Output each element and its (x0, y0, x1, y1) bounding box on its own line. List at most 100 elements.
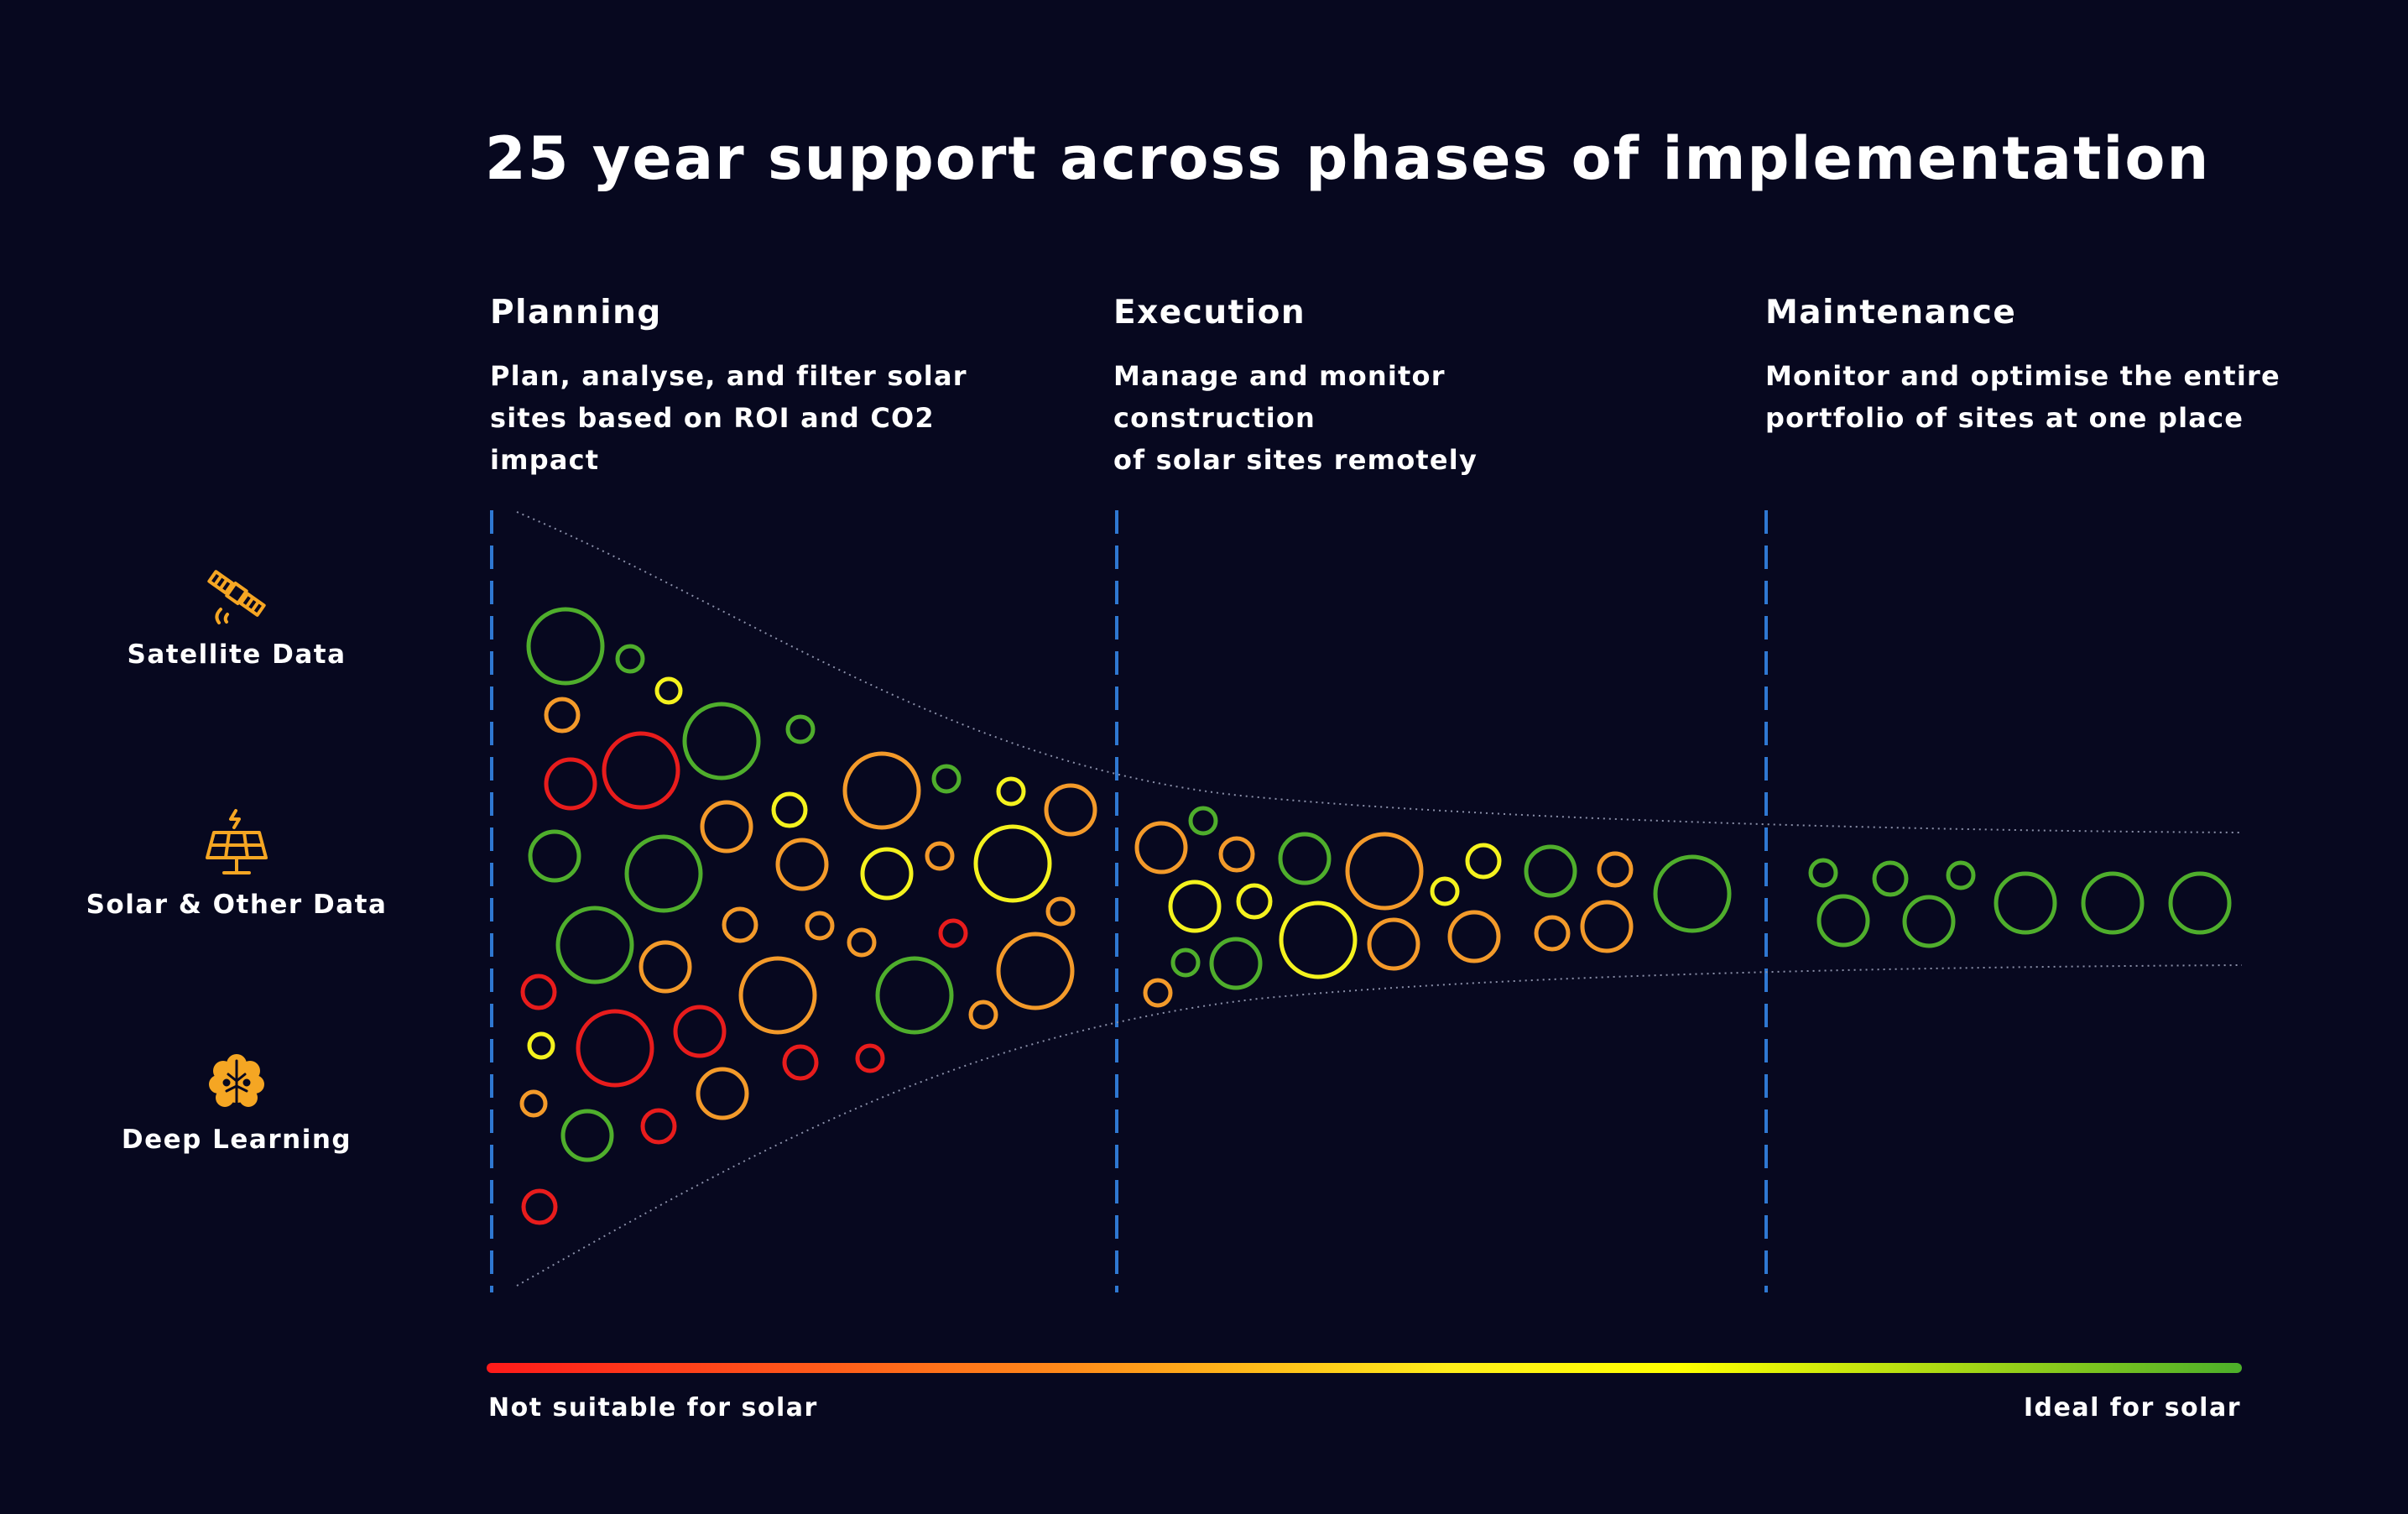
site-circle (1209, 937, 1263, 990)
phase-description-line: of solar sites remotely (1113, 444, 1478, 476)
site-circle (1902, 895, 1956, 948)
site-circle (615, 644, 645, 674)
page-title: 25 year support across phases of impleme… (485, 124, 2211, 193)
scale-label-ideal: Ideal for solar (2023, 1393, 2241, 1423)
phase-description-line: sites based on ROI and CO2 impact (490, 402, 935, 476)
site-circle (1188, 806, 1218, 836)
site-circle (2168, 871, 2232, 935)
site-circle (527, 1031, 555, 1060)
site-circle (1447, 910, 1501, 963)
site-circle (1994, 871, 2057, 935)
site-circle (996, 776, 1026, 807)
site-circle (654, 676, 683, 705)
brain-icon (209, 1054, 264, 1107)
site-circle (682, 702, 761, 780)
site-circle (1045, 896, 1076, 927)
site-circle (576, 1009, 654, 1088)
site-circle (2081, 871, 2145, 935)
site-circle (785, 714, 816, 744)
site-circle (1143, 978, 1173, 1008)
phase-title: Execution (1113, 294, 1306, 332)
site-circle (1170, 948, 1201, 978)
site-circle (722, 906, 758, 943)
site-circle (526, 607, 605, 686)
site-circle (842, 751, 921, 830)
scale-label-not-suitable: Not suitable for solar (488, 1393, 818, 1423)
site-circle (1278, 832, 1332, 885)
site-circle (544, 697, 581, 734)
site-circle (700, 800, 753, 854)
source-deep-learning: Deep Learning (84, 1052, 389, 1155)
site-circle (640, 1108, 677, 1145)
site-circle (771, 791, 808, 828)
site-circle (673, 1005, 727, 1058)
site-circle (973, 824, 1052, 903)
site-circle (855, 1043, 885, 1073)
site-circle (1168, 880, 1222, 933)
phase-description: Plan, analyse, and filter solar sites ba… (490, 355, 1027, 481)
site-circle (624, 834, 703, 913)
phase-execution: Execution Manage and monitor constructio… (1113, 294, 1650, 481)
source-solar: Solar & Other Data (84, 807, 389, 920)
phase-description-line: Monitor and optimise the entire (1765, 360, 2280, 392)
site-circle (805, 911, 835, 941)
site-circle (1872, 860, 1909, 897)
funnel-outline-bottom (516, 964, 2243, 1287)
phase-description-line: portfolio of sites at one place (1765, 402, 2244, 434)
phase-description-line: Plan, analyse, and filter solar (490, 360, 967, 392)
satellite-icon (207, 570, 266, 624)
site-circle (1430, 876, 1460, 906)
site-circle (520, 974, 557, 1010)
site-circle (544, 757, 597, 811)
site-circle (1816, 894, 1870, 948)
phase-description-line: Manage and monitor construction (1113, 360, 1446, 434)
site-circle (738, 956, 817, 1035)
site-circle (925, 841, 955, 871)
phase-title: Maintenance (1765, 294, 2017, 332)
site-circle (1808, 858, 1838, 888)
phase-maintenance: Maintenance Monitor and optimise the ent… (1765, 294, 2302, 439)
site-circle (1946, 860, 1976, 890)
site-circle (1653, 854, 1732, 933)
funnel-outline-top (516, 511, 2243, 833)
phase-description: Monitor and optimise the entire portfoli… (1765, 355, 2302, 439)
site-circle (968, 1000, 998, 1030)
site-circle (1134, 821, 1188, 874)
site-circle (782, 1044, 819, 1081)
source-label: Satellite Data (127, 640, 347, 670)
site-circle (1580, 900, 1634, 953)
site-circle (1218, 836, 1255, 873)
site-circle (860, 847, 914, 901)
site-circle (696, 1067, 749, 1120)
source-label: Deep Learning (121, 1125, 352, 1155)
site-circle (1465, 843, 1502, 880)
site-circle (1597, 851, 1634, 888)
phase-title: Planning (490, 294, 662, 332)
solar-panel-icon (206, 809, 268, 874)
phase-planning: Planning Plan, analyse, and filter solar… (490, 294, 1027, 481)
source-satellite: Satellite Data (84, 559, 389, 670)
site-circle (1345, 832, 1424, 911)
suitability-scale-bar (487, 1363, 2242, 1373)
site-circle (938, 918, 968, 948)
site-circle (847, 927, 877, 958)
site-circle (519, 1089, 548, 1118)
source-label: Solar & Other Data (86, 890, 388, 920)
site-circle (528, 829, 581, 883)
site-circle (560, 1109, 614, 1162)
site-circle (996, 932, 1075, 1010)
site-circle (555, 906, 634, 984)
site-circle (638, 940, 692, 994)
site-circle (1279, 901, 1358, 979)
site-circle (1367, 917, 1420, 971)
site-circle (931, 764, 962, 794)
phase-description: Manage and monitor construction of solar… (1113, 355, 1650, 481)
site-circle (1534, 915, 1571, 952)
site-circle (775, 838, 829, 891)
site-circles (519, 607, 2232, 1225)
site-circle (521, 1188, 558, 1225)
site-circle (1044, 783, 1097, 837)
site-circle (1236, 883, 1273, 920)
site-circle (602, 731, 680, 810)
